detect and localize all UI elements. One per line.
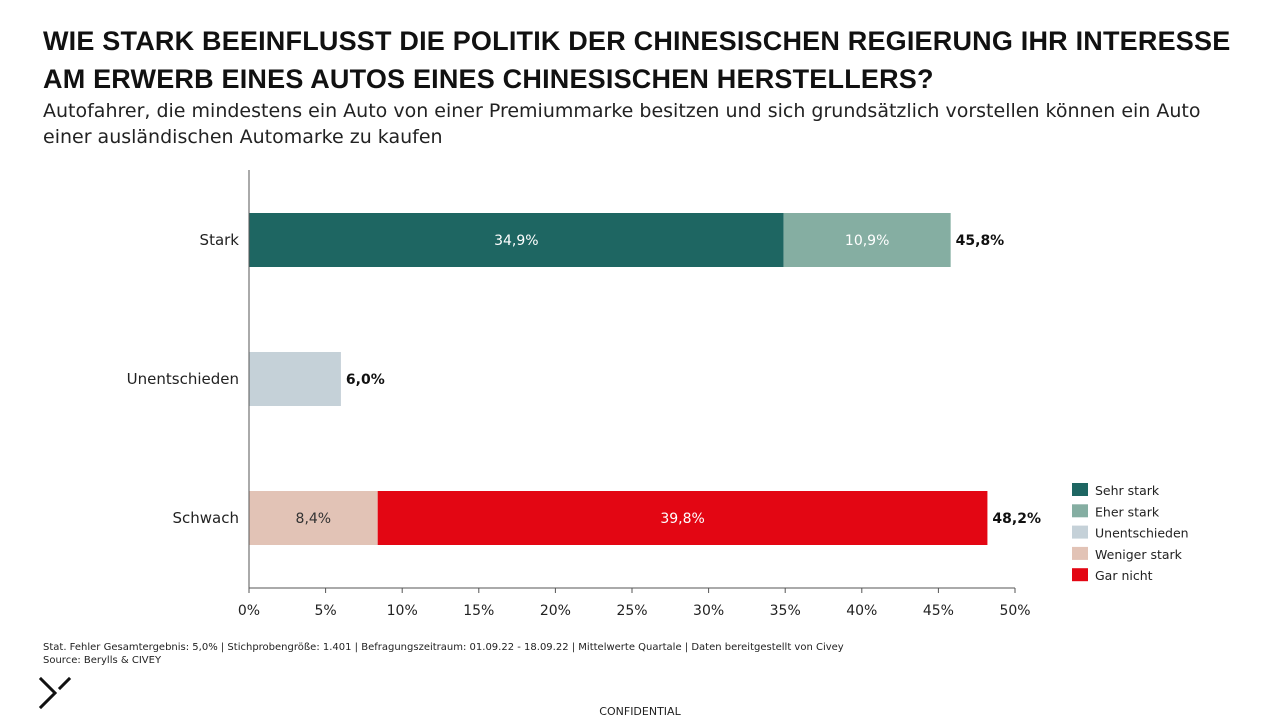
x-tick-label: 35% bbox=[770, 603, 801, 619]
legend-swatch bbox=[1072, 568, 1088, 582]
total-label: 48,2% bbox=[992, 511, 1041, 527]
legend-label: Gar nicht bbox=[1095, 568, 1153, 583]
category-label: Schwach bbox=[173, 509, 240, 527]
x-tick-label: 30% bbox=[693, 603, 724, 619]
footnote-stats: Stat. Fehler Gesamtergebnis: 5,0% | Stic… bbox=[43, 642, 844, 653]
x-tick-label: 10% bbox=[387, 603, 418, 619]
chart-title: WIE STARK BEEINFLUSST DIE POLITIK DER CH… bbox=[43, 26, 1231, 94]
data-label: 34,9% bbox=[494, 233, 538, 249]
legend-swatch bbox=[1072, 546, 1088, 560]
legend-swatch bbox=[1072, 504, 1088, 518]
footnote: Stat. Fehler Gesamtergebnis: 5,0% | Stic… bbox=[43, 641, 844, 667]
data-label: 39,8% bbox=[660, 511, 704, 527]
x-tick-label: 40% bbox=[846, 603, 877, 619]
bar-segment bbox=[249, 491, 378, 545]
category-label: Unentschieden bbox=[127, 370, 239, 388]
chart-subtitle: Autofahrer, die mindestens ein Auto von … bbox=[43, 100, 1201, 148]
bar-segment bbox=[249, 213, 784, 267]
bar-segment bbox=[783, 213, 951, 267]
legend-swatch bbox=[1072, 483, 1088, 496]
legend-label: Sehr stark bbox=[1095, 483, 1160, 498]
category-label: Stark bbox=[200, 231, 240, 249]
x-tick-label: 20% bbox=[540, 603, 571, 619]
footnote-source: Source: Berylls & CIVEY bbox=[43, 655, 162, 666]
confidential-label: CONFIDENTIAL bbox=[599, 705, 681, 718]
berylls-logo-icon bbox=[38, 676, 72, 710]
bar-segment bbox=[377, 491, 988, 545]
x-tick-label: 45% bbox=[923, 603, 954, 619]
legend-swatch bbox=[1072, 525, 1088, 539]
x-tick-label: 25% bbox=[616, 603, 647, 619]
data-label: 10,9% bbox=[845, 233, 889, 249]
x-tick-label: 5% bbox=[314, 603, 336, 619]
total-label: 45,8% bbox=[956, 233, 1005, 249]
data-label: 8,4% bbox=[296, 511, 332, 527]
x-tick-label: 0% bbox=[238, 603, 260, 619]
stacked-bar-chart: 34,9% 10,9% 45,8% Stark 6,0% Unentschieden 8,4… bbox=[127, 170, 1189, 619]
legend-label: Weniger stark bbox=[1095, 547, 1183, 562]
legend-label: Unentschieden bbox=[1095, 526, 1189, 541]
x-tick-label: 15% bbox=[463, 603, 494, 619]
legend-label: Eher stark bbox=[1095, 504, 1160, 519]
bar-segment bbox=[249, 352, 341, 406]
total-label: 6,0% bbox=[346, 372, 385, 388]
x-tick-label: 50% bbox=[999, 603, 1030, 619]
